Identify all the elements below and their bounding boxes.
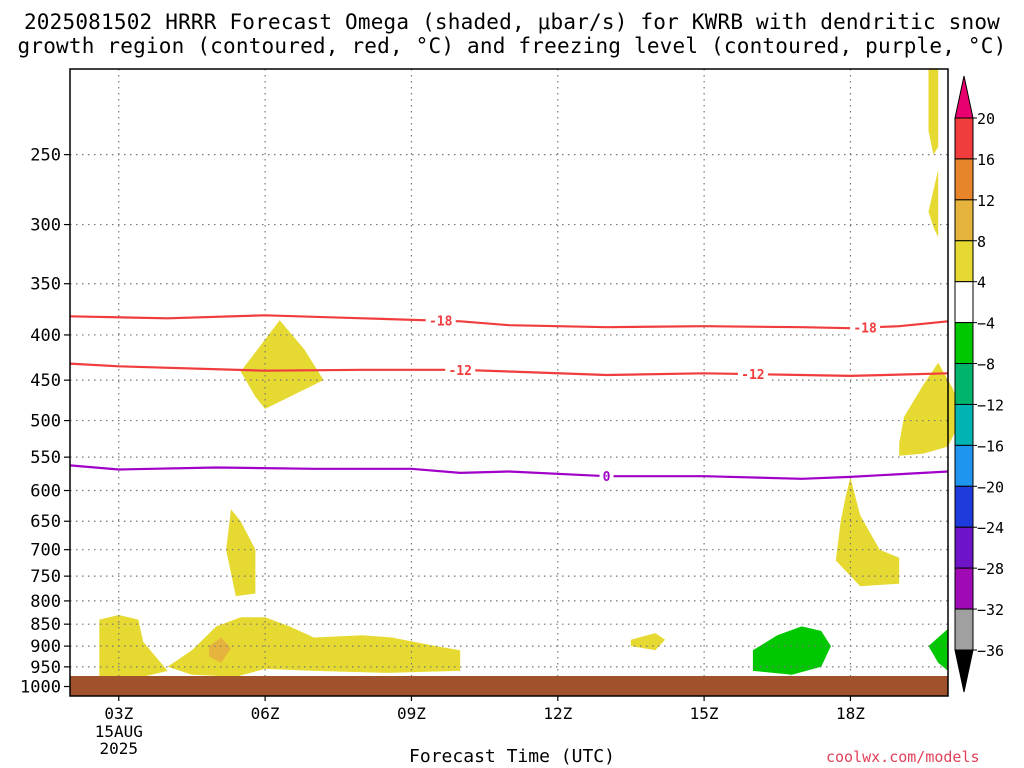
- x-axis-label: Forecast Time (UTC): [409, 746, 615, 767]
- grid-lines: [70, 69, 948, 696]
- contour--12: [69, 362, 949, 378]
- x-date-label-0: 15AUG: [95, 722, 143, 741]
- contour--18: [69, 314, 949, 330]
- y-tick-label-550: 550: [30, 448, 61, 468]
- y-tick-label-800: 800: [30, 592, 61, 612]
- y-tick-label-650: 650: [30, 512, 61, 532]
- omega-region-9: [630, 633, 666, 651]
- colorbar-band-4: [954, 281, 974, 324]
- omega-region-4: [226, 509, 256, 597]
- y-tick-label-1000: 1000: [20, 678, 61, 698]
- contour-label-bg: [599, 468, 614, 485]
- y-tick-label-700: 700: [30, 541, 61, 561]
- y-tick-label-450: 450: [30, 371, 61, 391]
- contour-label--18-0: -18: [429, 315, 453, 330]
- y-tick-label-350: 350: [30, 275, 61, 295]
- omega-region-0: [240, 320, 324, 409]
- colorbar-band-10: [954, 526, 974, 569]
- x-tick-label-12Z: 12Z: [543, 704, 572, 723]
- plot-frame: [69, 68, 949, 697]
- colorbar-band-6: [954, 363, 974, 405]
- omega-region-2: [928, 69, 939, 155]
- colorbar-label-12: −32: [977, 601, 1004, 619]
- contour-label--18-1: -18: [853, 322, 877, 337]
- y-axis: 2503003504004505005506006507007508008509…: [20, 146, 70, 698]
- colorbar-label-10: −24: [977, 519, 1004, 537]
- chart-title-line-1: 2025081502 HRRR Forecast Omega (shaded, …: [23, 10, 1001, 34]
- colorbar-band-5: [954, 322, 974, 365]
- omega-region-1: [899, 362, 963, 456]
- colorbar-band-1: [954, 158, 974, 201]
- colorbar-label-2: 12: [977, 192, 995, 210]
- colorbar-top-arrow: [954, 75, 974, 119]
- colorbar-label-1: 16: [977, 151, 995, 169]
- omega-region-3: [928, 169, 939, 238]
- contour-label-0-0: 0: [603, 470, 611, 485]
- colorbar-label-5: −4: [977, 315, 995, 333]
- contour-label--12-0: -12: [448, 364, 471, 379]
- ground-surface: [70, 676, 948, 696]
- y-tick-label-250: 250: [30, 146, 61, 166]
- source-credit[interactable]: coolwx.com/models: [826, 748, 980, 766]
- x-tick-label-15Z: 15Z: [690, 704, 719, 723]
- y-tick-label-300: 300: [30, 216, 61, 236]
- colorbar-bottom-arrow: [954, 649, 974, 693]
- omega-region-10: [752, 626, 831, 675]
- colorbar-band-12: [954, 608, 974, 651]
- colorbar-band-9: [954, 485, 974, 528]
- chart-title-line-2: growth region (contoured, red, °C) and f…: [17, 34, 1007, 58]
- y-tick-label-600: 600: [30, 482, 61, 502]
- x-tick-label-03Z: 03Z: [104, 704, 133, 723]
- colorbar-band-8: [954, 444, 974, 487]
- colorbar-band-2: [954, 199, 974, 242]
- omega-region-7: [167, 617, 461, 677]
- colorbar-label-13: −36: [977, 642, 1004, 660]
- y-tick-label-400: 400: [30, 326, 61, 346]
- colorbar-label-6: −8: [977, 356, 995, 374]
- contour-layer: -18 -18 -12 -12 0: [69, 312, 949, 485]
- omega-shading-layer: [99, 69, 963, 681]
- y-tick-label-500: 500: [30, 412, 61, 432]
- colorbar-label-9: −20: [977, 478, 1004, 496]
- y-tick-label-850: 850: [30, 615, 61, 635]
- colorbar: 20 16 12 8 4 −4 −8 −12 −16 −20 −24 −28 −32 −36: [954, 75, 1004, 693]
- x-tick-label-09Z: 09Z: [397, 704, 426, 723]
- colorbar-label-11: −28: [977, 560, 1004, 578]
- omega-region-8: [209, 637, 231, 663]
- y-tick-label-900: 900: [30, 637, 61, 657]
- colorbar-label-3: 8: [977, 233, 986, 251]
- colorbar-label-4: 4: [977, 274, 986, 292]
- y-tick-label-950: 950: [30, 658, 61, 678]
- colorbar-band-0: [954, 117, 974, 160]
- contour-label-bg: [737, 366, 768, 383]
- y-tick-label-750: 750: [30, 567, 61, 587]
- contour-label-bg: [850, 319, 881, 336]
- contour-0: [69, 464, 949, 480]
- contour-label-bg: [445, 361, 476, 378]
- omega-region-5: [835, 477, 900, 587]
- x-tick-label-06Z: 06Z: [251, 704, 280, 723]
- x-tick-label-18Z: 18Z: [836, 704, 865, 723]
- x-date-label-1: 2025: [100, 739, 139, 758]
- omega-region-6: [99, 615, 168, 681]
- contour-label-bg: [425, 312, 456, 329]
- colorbar-band-7: [954, 403, 974, 446]
- colorbar-band-3: [954, 240, 974, 283]
- colorbar-label-7: −12: [977, 396, 1004, 414]
- omega-region-11: [928, 628, 948, 671]
- colorbar-label-0: 20: [977, 110, 995, 128]
- colorbar-band-11: [954, 567, 974, 610]
- contour-label--12-1: -12: [741, 368, 764, 383]
- colorbar-label-8: −16: [977, 437, 1004, 455]
